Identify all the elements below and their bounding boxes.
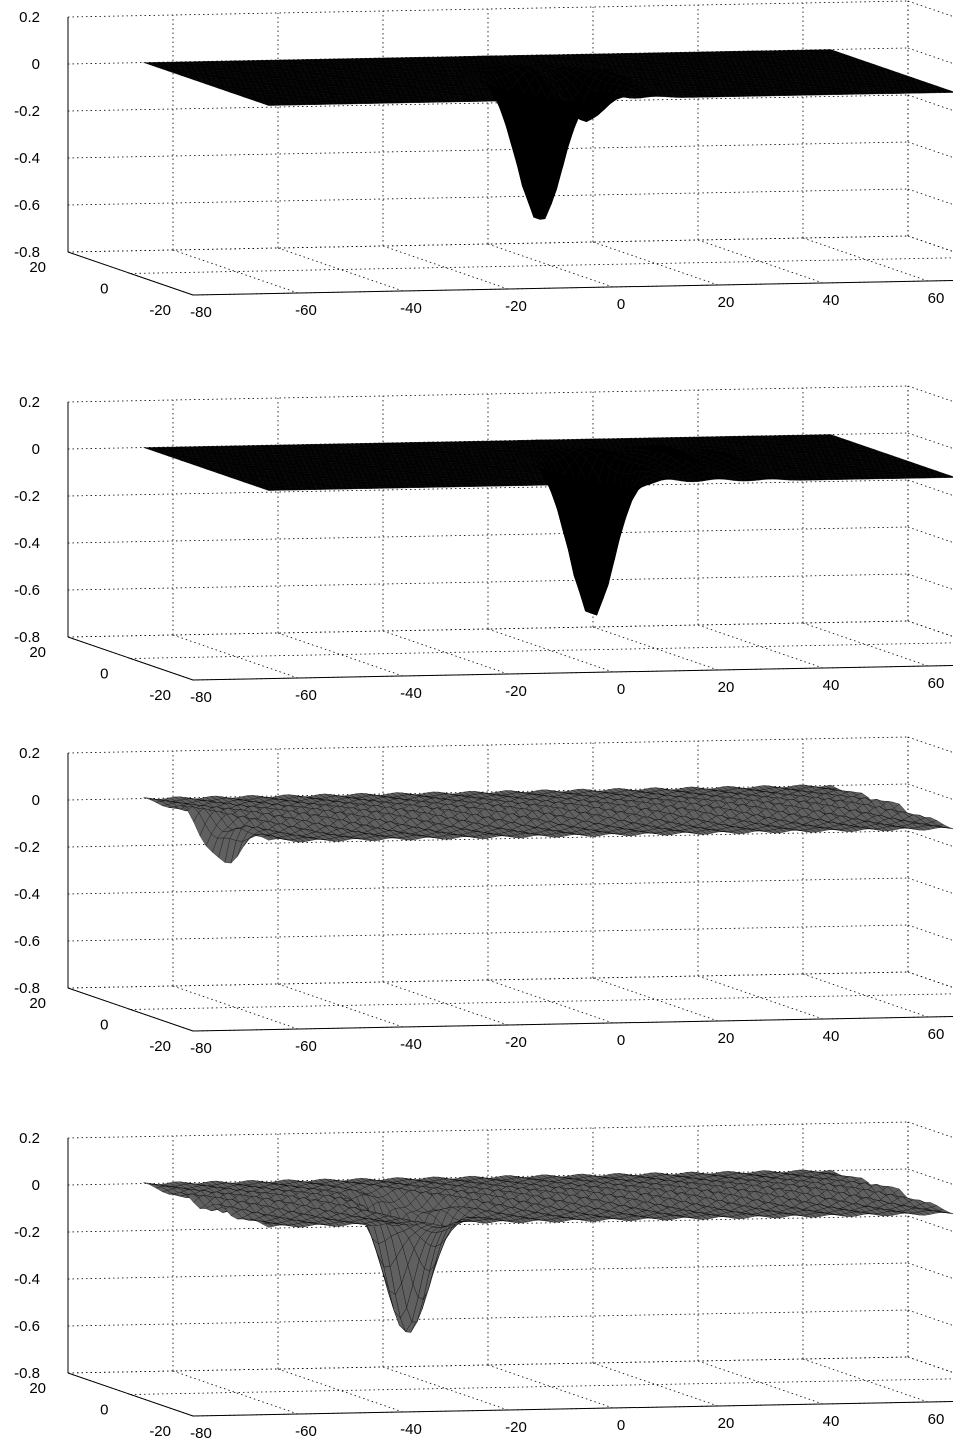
grid-back-z (67, 141, 909, 159)
x-tick-label: -80 (190, 304, 212, 321)
x-tick-label: 60 (928, 675, 945, 692)
x-tick-label: -40 (400, 685, 422, 702)
z-tick-label: -0.8 (14, 244, 40, 261)
z-tick-label: -0.2 (14, 103, 40, 120)
z-tick-label: -0.6 (14, 197, 40, 214)
grid-back-z (67, 0, 909, 18)
x-axis-line (192, 280, 953, 296)
grid-floor-y (67, 235, 909, 253)
x-tick-label: -80 (190, 689, 212, 706)
x-tick-label: 0 (617, 681, 625, 698)
x-tick-label: -20 (505, 683, 527, 700)
grid-back-z (67, 94, 909, 112)
x-tick-label: 20 (718, 679, 735, 696)
grid-back-z (67, 188, 909, 206)
y-tick-label: -20 (149, 687, 171, 704)
x-tick-label: 60 (928, 290, 945, 307)
panel-1: 0.20-0.2-0.4-0.6-0.8-80-60-40-2002040608… (14, 0, 953, 321)
x-tick-label: 20 (718, 294, 735, 311)
z-tick-label: -0.4 (14, 150, 40, 167)
z-tick-label: 0.2 (19, 394, 40, 411)
z-tick-label: 0.2 (19, 9, 40, 26)
y-axis-line (67, 251, 194, 296)
y-tick-label: 20 (29, 644, 46, 661)
y-tick-label: -20 (149, 302, 171, 319)
z-tick-label: -0.6 (14, 582, 40, 599)
x-tick-label: -60 (295, 687, 317, 704)
x-tick-label: 40 (823, 292, 840, 309)
z-tick-label: -0.2 (14, 488, 40, 505)
z-tick-label: 0 (32, 441, 40, 458)
z-tick-label: 0 (32, 56, 40, 73)
x-tick-label: -40 (400, 300, 422, 317)
axis-lines (67, 17, 953, 296)
y-tick-label: 20 (29, 259, 46, 276)
surface (143, 49, 953, 220)
x-tick-label: 40 (823, 677, 840, 694)
x-tick-label: -60 (295, 302, 317, 319)
x-tick-label: -20 (505, 298, 527, 315)
y-tick-label: 0 (100, 281, 108, 298)
z-tick-label: -0.4 (14, 535, 40, 552)
y-tick-label: 0 (100, 666, 108, 683)
x-tick-label: 0 (617, 296, 625, 313)
grid-floor-y (130, 257, 953, 274)
